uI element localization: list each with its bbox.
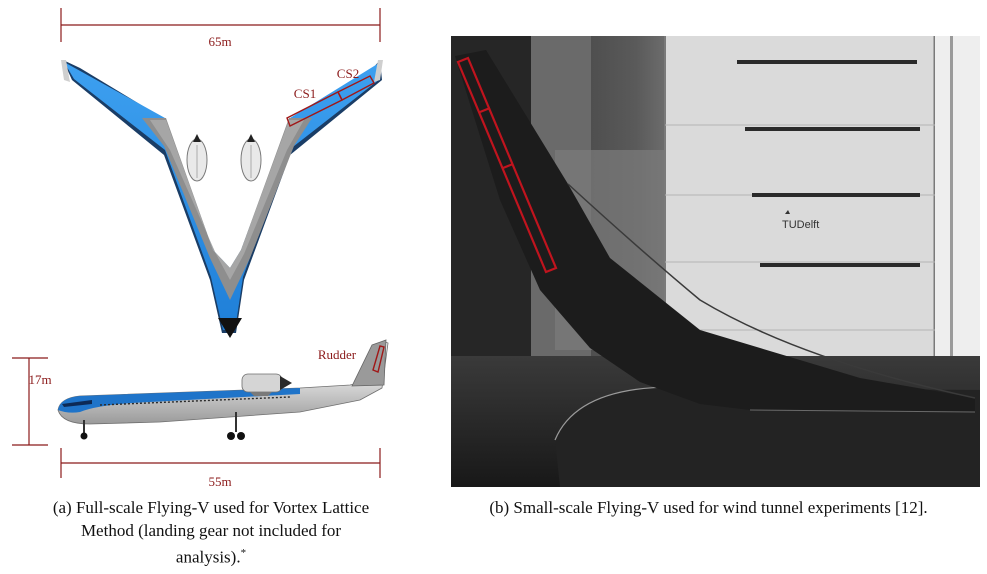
top-view-drawing: 65m CS1 CS2 (60, 8, 383, 338)
rudder-label: Rudder (318, 347, 357, 362)
wing-grey-panel (142, 118, 312, 300)
wing-inner-edge (150, 120, 304, 280)
wind-tunnel-photo: TUDelft (451, 36, 980, 487)
height-label: 17m (28, 372, 51, 387)
height-dimension (12, 357, 48, 446)
caption-a-line1: (a) Full-scale Flying-V used for Vortex … (52, 498, 370, 517)
left-engine (186, 134, 208, 182)
cockpit-window (62, 400, 92, 407)
span-label: 65m (208, 34, 231, 49)
cs1-label: CS1 (294, 86, 316, 101)
right-engine (240, 134, 262, 182)
tudelft-logo-text: TUDelft (782, 219, 819, 231)
caption-a-line3-text: analysis). (175, 547, 241, 567)
caption-a-line3: analysis).* (0, 542, 422, 569)
nose (218, 318, 242, 338)
main-gear (227, 412, 245, 440)
caption-a-line2: Method (landing gear not included for (80, 521, 342, 540)
cs2-label: CS2 (337, 66, 359, 81)
turntable (555, 387, 980, 487)
right-winglet (374, 60, 383, 82)
length-label: 55m (208, 474, 231, 489)
tudelft-logo: TUDelft (782, 210, 819, 231)
rudder-outline (372, 345, 385, 373)
side-view-drawing: 17m 55m Rudder (12, 339, 389, 489)
wing-blue-skin (64, 62, 380, 330)
side-cheatline (58, 388, 300, 413)
caption-a-footnote-mark: * (240, 547, 247, 559)
left-winglet (61, 60, 70, 82)
caption-b: (b) Small-scale Flying-V used for wind t… (489, 498, 928, 517)
tail-fin (351, 339, 387, 387)
caption-a: (a) Full-scale Flying-V used for Vortex … (0, 496, 422, 569)
model-wing (455, 50, 975, 412)
span-dimension (60, 8, 381, 42)
side-engine (241, 373, 292, 396)
length-dimension (60, 448, 381, 478)
model-control-surfaces (456, 56, 558, 274)
nose-gear (80, 420, 88, 440)
